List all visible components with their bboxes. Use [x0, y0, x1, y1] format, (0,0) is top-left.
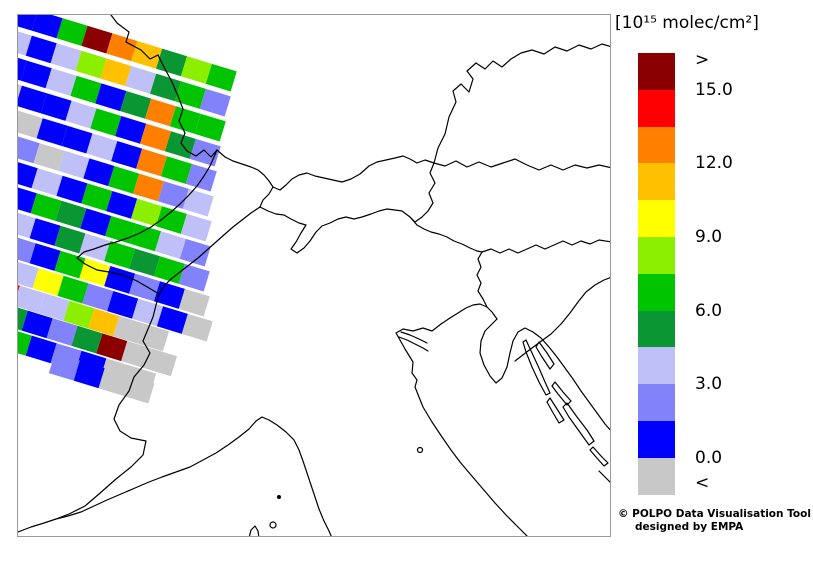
colorbar-cell — [638, 89, 675, 127]
swath-cell — [179, 238, 211, 267]
swath-cell — [181, 313, 213, 342]
map-area — [17, 14, 611, 537]
colorbar-label: 9.0 — [695, 227, 723, 247]
swath-cell — [189, 138, 221, 167]
colorbar: >15.0 12.0 9.0 6.0 3.0 0.0 < — [638, 50, 733, 495]
swath-cell — [199, 88, 231, 117]
colorbar-cell — [638, 310, 675, 348]
colorbar-cell — [638, 457, 675, 495]
colorbar-cell — [638, 273, 675, 311]
colorbar-label: 0.0 — [695, 447, 723, 468]
colorbar-cell — [638, 200, 675, 237]
swath-cell — [182, 188, 214, 217]
legend-title: [10¹⁵ molec/cm²] — [615, 13, 759, 33]
colorbar-label: 12.0 — [695, 153, 733, 174]
swath-cell — [185, 163, 217, 192]
swath-cell — [178, 263, 210, 292]
colorbar-label: 3.0 — [695, 374, 723, 395]
colorbar-cell — [638, 163, 675, 201]
swath-cell — [205, 63, 237, 92]
colorbar-label: 6.0 — [695, 300, 723, 321]
colorbar-label: 15.0 — [695, 79, 733, 100]
colorbar-label: < — [695, 472, 710, 493]
colorbar-cell — [638, 384, 675, 421]
satellite-swath — [18, 15, 610, 536]
colorbar-cell — [638, 420, 675, 458]
colorbar-label: > — [695, 49, 710, 70]
colorbar-cell — [638, 347, 675, 385]
colorbar-cell — [638, 236, 675, 274]
credit-line2: designed by EMPA — [635, 521, 744, 533]
credit-line1: © POLPO Data Visualisation Tool — [618, 508, 811, 520]
swath-cell — [180, 213, 212, 242]
colorbar-cell — [638, 53, 675, 90]
colorbar-cell — [638, 126, 675, 164]
credit-footer: © POLPO Data Visualisation Tool designed… — [618, 508, 811, 534]
swath-cell — [194, 113, 226, 142]
